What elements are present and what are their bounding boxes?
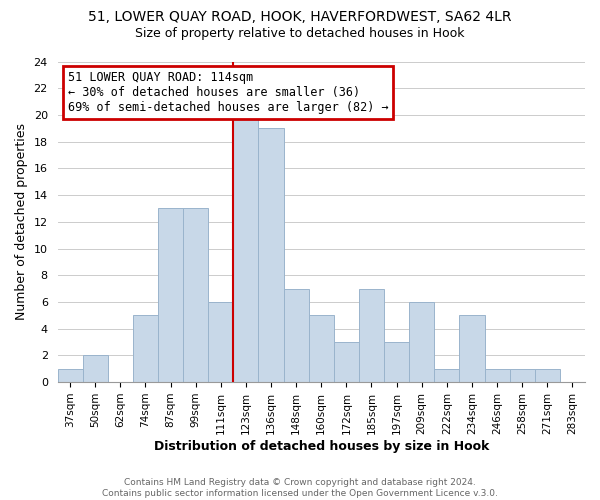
Bar: [83, 356, 108, 382]
Bar: [359, 288, 384, 382]
Bar: [460, 316, 485, 382]
Bar: [485, 368, 509, 382]
Bar: [133, 316, 158, 382]
Bar: [233, 115, 259, 382]
X-axis label: Distribution of detached houses by size in Hook: Distribution of detached houses by size …: [154, 440, 489, 452]
Bar: [434, 368, 460, 382]
Bar: [409, 302, 434, 382]
Bar: [158, 208, 183, 382]
Text: 51, LOWER QUAY ROAD, HOOK, HAVERFORDWEST, SA62 4LR: 51, LOWER QUAY ROAD, HOOK, HAVERFORDWEST…: [88, 10, 512, 24]
Bar: [334, 342, 359, 382]
Bar: [259, 128, 284, 382]
Bar: [284, 288, 309, 382]
Bar: [58, 368, 83, 382]
Text: Size of property relative to detached houses in Hook: Size of property relative to detached ho…: [135, 28, 465, 40]
Y-axis label: Number of detached properties: Number of detached properties: [15, 124, 28, 320]
Bar: [309, 316, 334, 382]
Bar: [208, 302, 233, 382]
Text: Contains HM Land Registry data © Crown copyright and database right 2024.
Contai: Contains HM Land Registry data © Crown c…: [102, 478, 498, 498]
Bar: [384, 342, 409, 382]
Bar: [535, 368, 560, 382]
Bar: [183, 208, 208, 382]
Text: 51 LOWER QUAY ROAD: 114sqm
← 30% of detached houses are smaller (36)
69% of semi: 51 LOWER QUAY ROAD: 114sqm ← 30% of deta…: [68, 71, 389, 114]
Bar: [509, 368, 535, 382]
